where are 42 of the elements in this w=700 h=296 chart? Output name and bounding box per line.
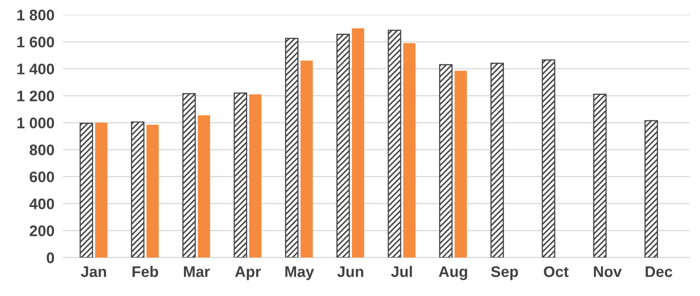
- bar: [146, 124, 159, 258]
- x-tick-label: Dec: [646, 266, 672, 278]
- bar: [336, 34, 350, 258]
- x-tick-label: Jun: [337, 266, 364, 278]
- x-tick-label: Feb: [132, 266, 158, 278]
- x-tick-label: Aug: [438, 266, 468, 280]
- bar: [198, 115, 210, 258]
- y-tick-label: 400: [29, 198, 54, 210]
- x-tick-label: Jul: [391, 266, 412, 278]
- bar: [644, 120, 658, 258]
- y-tick-label: 0: [46, 252, 54, 264]
- y-tick-label: 600: [30, 171, 54, 182]
- bar: [300, 60, 313, 258]
- bar: [593, 94, 607, 258]
- bar: [285, 38, 298, 258]
- bar: [454, 70, 467, 258]
- y-tick-label: 1 800: [17, 10, 54, 20]
- bar: [182, 93, 196, 258]
- bar: [388, 30, 402, 258]
- bar: [352, 28, 364, 258]
- x-tick-label: Mar: [184, 266, 210, 278]
- x-tick-label: Oct: [544, 266, 569, 278]
- bar: [249, 94, 262, 258]
- bar: [403, 43, 416, 258]
- x-tick-label: May: [285, 266, 314, 280]
- y-tick-label: 1 400: [17, 64, 54, 74]
- x-tick-label: Nov: [594, 266, 622, 278]
- bar: [131, 121, 144, 258]
- bar: [542, 59, 556, 258]
- y-tick-label: 1 600: [17, 36, 54, 48]
- y-tick-label: 200: [30, 225, 54, 236]
- y-tick-label: 1 200: [17, 90, 54, 102]
- y-tick-label: 800: [30, 144, 54, 156]
- bar: [95, 122, 108, 258]
- y-tick-label: 1 000: [17, 118, 54, 128]
- x-tick-label: Apr: [235, 266, 261, 280]
- x-tick-label: Sep: [491, 266, 518, 280]
- bar: [80, 122, 94, 258]
- bar: [234, 92, 248, 258]
- bar: [439, 64, 453, 258]
- x-tick-label: Jan: [80, 266, 106, 278]
- bar: [490, 62, 504, 258]
